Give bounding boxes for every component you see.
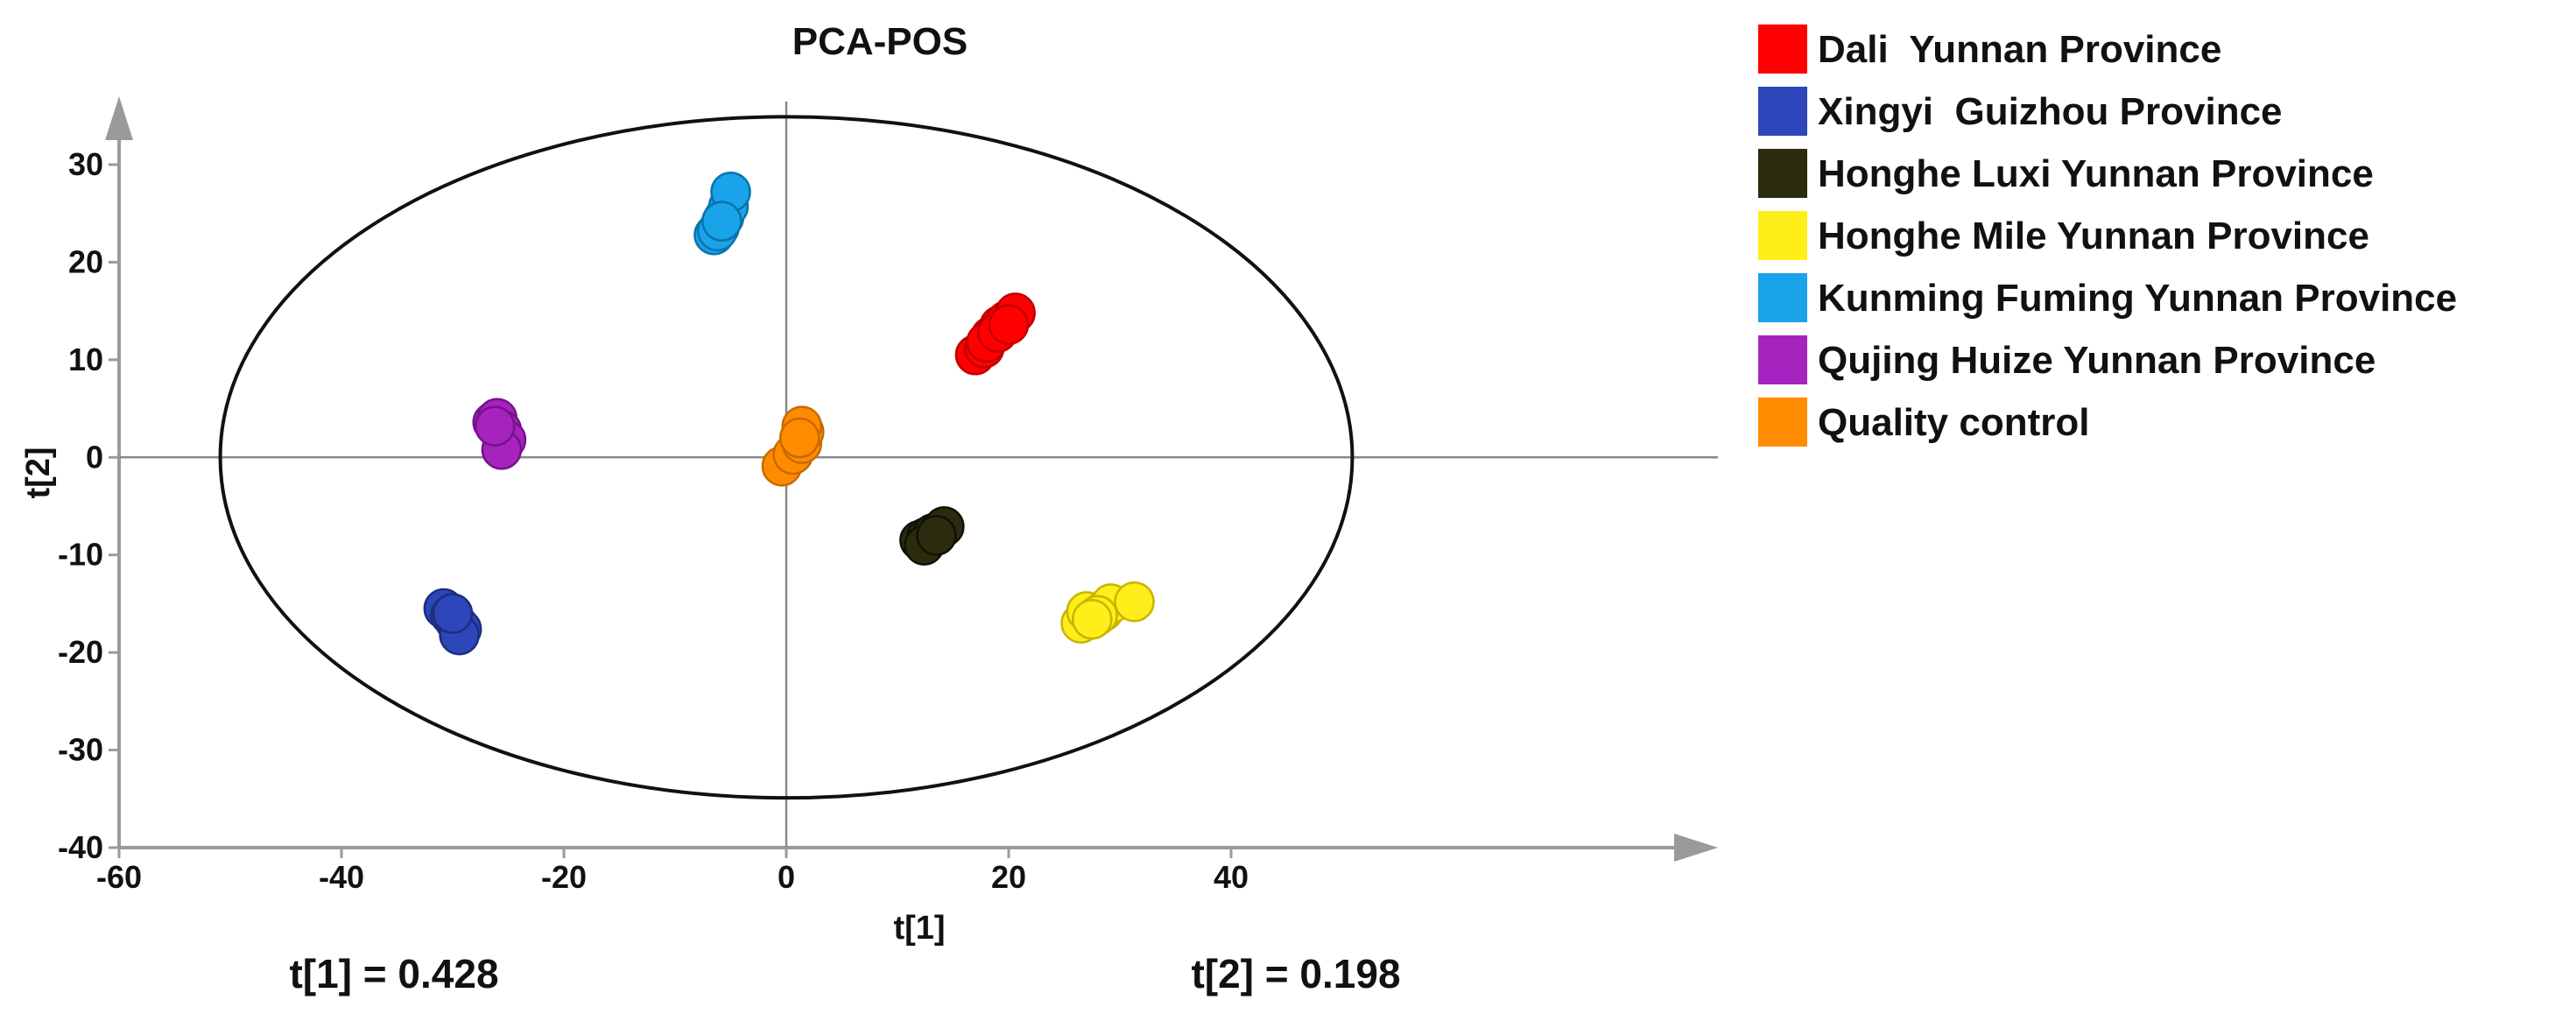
y-tick-label: 20 — [68, 243, 103, 279]
legend-swatch — [1758, 211, 1807, 260]
legend-label: Honghe Mile Yunnan Province — [1818, 215, 2369, 257]
t1-variance-annotation: t[1] = 0.428 — [289, 951, 498, 996]
legend-label: Kunming Fuming Yunnan Province — [1818, 277, 2457, 320]
data-point — [916, 515, 957, 556]
x-tick-label: -20 — [541, 859, 587, 895]
y-axis-ticks: -40 -30 -20 -10 0 10 20 30 — [58, 146, 119, 865]
chart-title: PCA-POS — [792, 20, 968, 63]
legend: Dali Yunnan Province Xingyi Guizhou Provi… — [1758, 25, 2457, 447]
y-tick-label: 0 — [86, 439, 103, 475]
series-group — [423, 588, 482, 656]
data-point — [475, 405, 516, 447]
y-tick-label: -20 — [58, 634, 103, 670]
x-tick-label: 20 — [991, 859, 1026, 895]
data-point — [988, 304, 1030, 345]
y-tick-label: 30 — [68, 146, 103, 182]
x-tick-label: 0 — [778, 859, 795, 895]
series-group — [472, 398, 527, 470]
legend-swatch — [1758, 335, 1807, 384]
legend-swatch — [1758, 149, 1807, 198]
x-axis-ticks: -60 -40 -20 0 20 40 — [96, 848, 1249, 895]
hotelling-ellipse — [218, 115, 1355, 800]
scatter-points — [423, 171, 1155, 656]
legend-swatch — [1758, 398, 1807, 447]
legend-label: Honghe Luxi Yunnan Province — [1818, 152, 2374, 195]
x-tick-label: -60 — [96, 859, 142, 895]
y-tick-label: 10 — [68, 342, 103, 377]
legend-label: Quality control — [1818, 401, 2089, 444]
y-tick-label: -30 — [58, 732, 103, 768]
legend-label: Dali Yunnan Province — [1818, 28, 2221, 71]
series-group — [693, 171, 751, 256]
x-tick-label: 40 — [1214, 859, 1249, 895]
y-tick-label: -40 — [58, 829, 103, 865]
series-group — [899, 506, 965, 566]
y-axis-label: t[2] — [20, 447, 57, 498]
data-point — [778, 417, 820, 459]
data-point — [1114, 581, 1155, 623]
x-axis-arrowhead — [1674, 834, 1718, 862]
data-point — [432, 593, 474, 634]
t2-variance-annotation: t[2] = 0.198 — [1191, 951, 1400, 996]
legend-swatch — [1758, 25, 1807, 74]
legend-label: Qujing Huize Yunnan Province — [1818, 339, 2375, 382]
y-axis-arrowhead — [105, 96, 133, 140]
legend-swatch — [1758, 273, 1807, 322]
legend-label: Xingyi Guizhou Province — [1818, 90, 2283, 133]
x-axis-label: t[1] — [893, 910, 945, 947]
y-tick-label: -10 — [58, 537, 103, 573]
series-group — [1060, 581, 1155, 644]
x-tick-label: -40 — [319, 859, 364, 895]
series-group — [761, 405, 825, 487]
data-point — [701, 201, 743, 242]
data-point — [1072, 599, 1113, 640]
legend-swatch — [1758, 87, 1807, 136]
series-group — [954, 292, 1036, 376]
